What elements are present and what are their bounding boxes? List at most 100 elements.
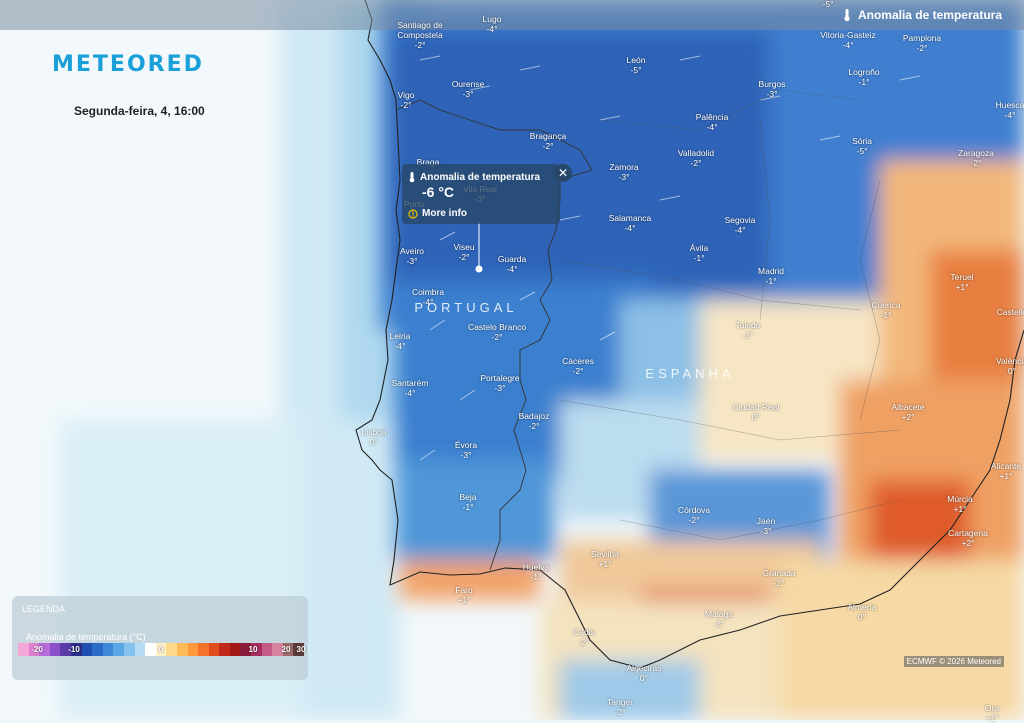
city-anomaly-value: -4° xyxy=(1004,110,1016,120)
city-label[interactable]: Santiago de Compostela -2° xyxy=(397,20,442,50)
city-label[interactable]: Leiria -4° xyxy=(390,331,411,351)
city-label[interactable]: Lisboa 0° xyxy=(361,427,386,447)
city-label[interactable]: Vigo -2° xyxy=(398,90,415,110)
city-label[interactable]: Múrcia +1° xyxy=(947,494,973,514)
city-name: Castelló xyxy=(996,307,1024,317)
city-label[interactable]: Salamanca -4° xyxy=(609,213,652,233)
city-label[interactable]: Portalegre -3° xyxy=(480,373,519,393)
city-label[interactable]: Cartagena +2° xyxy=(948,528,988,548)
city-label[interactable]: Cádis -2° xyxy=(573,627,595,647)
city-label[interactable]: València0° xyxy=(996,356,1024,376)
city-label[interactable]: Sória -5° xyxy=(852,136,872,156)
city-label[interactable]: Sevilha +1° xyxy=(591,549,619,569)
city-name: Cáceres xyxy=(562,356,594,366)
city-label[interactable]: Córdova -2° xyxy=(678,505,710,525)
city-name: Beja xyxy=(459,492,477,502)
city-label[interactable]: Almería 0° xyxy=(847,602,876,622)
city-label[interactable]: Toledo -1° xyxy=(735,320,760,340)
city-anomaly-value: -2° xyxy=(578,637,590,647)
thermometer-icon xyxy=(409,172,415,183)
city-label[interactable]: Braga xyxy=(417,157,440,167)
city-anomaly-value: -1° xyxy=(765,276,777,286)
city-name: Braga xyxy=(416,157,440,167)
city-label[interactable]: Málaga -3° xyxy=(705,609,733,629)
city-label[interactable]: Teruel +1° xyxy=(950,272,973,292)
city-label[interactable]: Lugo -4° xyxy=(483,14,502,34)
layer-title[interactable]: Anomalia de temperatura xyxy=(842,8,1002,22)
city-label[interactable]: Castelo Branco -2° xyxy=(468,322,526,342)
city-label[interactable]: Faro +1° xyxy=(455,585,472,605)
city-name: Évora xyxy=(454,440,478,450)
city-label[interactable]: Évora -3° xyxy=(455,440,477,460)
city-label[interactable]: Alicante +1° xyxy=(991,461,1021,481)
city-label[interactable]: Huesca -4° xyxy=(996,100,1024,120)
city-label[interactable]: Zamora -3° xyxy=(609,162,638,182)
city-anomaly-value: -3° xyxy=(406,256,418,266)
city-label[interactable]: Vitoria-Gasteiz -4° xyxy=(820,30,876,50)
city-name: Albacete xyxy=(891,402,925,412)
close-icon[interactable]: ✕ xyxy=(554,164,572,182)
city-label[interactable]: Madrid -1° xyxy=(758,266,784,286)
city-label[interactable]: Logroño -1° xyxy=(848,67,879,87)
city-label[interactable]: Jaén -3° xyxy=(757,516,775,536)
city-name: Zamora xyxy=(609,162,639,172)
city-anomaly-value: -2° xyxy=(458,252,470,262)
city-anomaly-value: -3° xyxy=(460,450,472,460)
popup-pointer xyxy=(475,222,483,273)
city-anomaly-value: -2° xyxy=(773,578,785,588)
city-label[interactable]: Ávila -1° xyxy=(690,243,708,263)
city-label[interactable]: Viseu -2° xyxy=(453,242,474,262)
city-label[interactable]: Albacete +2° xyxy=(891,402,924,422)
city-label[interactable]: Burgos -3° xyxy=(759,79,786,99)
city-label[interactable]: Algeciras 0° xyxy=(627,663,662,683)
legend-title: LEGENDA xyxy=(22,604,66,614)
city-label[interactable]: Segovia -4° xyxy=(725,215,756,235)
city-label[interactable]: Valladolid -2° xyxy=(678,148,714,168)
city-label[interactable]: Tanger -2° xyxy=(607,697,633,717)
city-label[interactable]: Coimbra -4° xyxy=(412,287,444,307)
city-label[interactable]: Aveiro -3° xyxy=(400,246,424,266)
city-label[interactable]: León -5° xyxy=(627,55,646,75)
country-label-portugal: PORTUGAL xyxy=(414,300,518,315)
city-label[interactable]: Palência -4° xyxy=(696,112,729,132)
city-anomaly-value: -2° xyxy=(491,332,503,342)
city-label[interactable]: Cáceres -2° xyxy=(562,356,594,376)
city-label[interactable]: Huelva -1° xyxy=(523,562,549,582)
more-info-link[interactable]: More info xyxy=(408,208,467,219)
city-name: Santarém xyxy=(391,378,429,388)
city-name: Burgos xyxy=(758,79,786,89)
city-name: Compostela xyxy=(397,30,443,40)
city-label[interactable]: Ciudad Real 0° xyxy=(733,402,780,422)
city-label[interactable]: Pamplona -2° xyxy=(903,33,941,53)
city-anomaly-value: -4° xyxy=(486,24,498,34)
city-label[interactable]: Badajoz -2° xyxy=(519,411,550,431)
legend-subtitle: Anomalia de temperatura (°C) xyxy=(26,632,146,642)
city-name: Salamanca xyxy=(608,213,652,223)
city-name: Cuenca xyxy=(871,300,901,310)
legend-ticks: -20 -10 0 10 20 30 xyxy=(18,643,305,656)
city-label[interactable]: Cuenca -1° xyxy=(871,300,900,320)
city-label[interactable]: Ora +1° xyxy=(985,703,999,723)
city-name: Tanger xyxy=(607,697,633,707)
city-anomaly-value: -4° xyxy=(706,122,718,132)
city-label[interactable]: -5° xyxy=(823,0,834,9)
city-anomaly-value: -1° xyxy=(693,253,705,263)
city-anomaly-value: +2° xyxy=(901,412,915,422)
city-label[interactable]: Guarda -4° xyxy=(498,254,526,274)
city-label[interactable]: Zaragoza -2° xyxy=(958,148,994,168)
meteored-logo[interactable]: METEORED xyxy=(52,52,204,77)
city-anomaly-value: +1° xyxy=(598,559,612,569)
city-label[interactable]: Santarém -4° xyxy=(392,378,429,398)
city-label[interactable]: Granada -2° xyxy=(762,568,795,588)
city-name: Lugo xyxy=(482,14,502,24)
city-name: Huelva xyxy=(522,562,550,572)
city-anomaly-value: +1° xyxy=(985,713,999,723)
city-anomaly-value: 0° xyxy=(639,673,649,683)
city-name: Palência xyxy=(695,112,729,122)
city-label[interactable]: Ourense -3° xyxy=(452,79,485,99)
city-label[interactable]: Beja -1° xyxy=(459,492,476,512)
city-name: Coimbra xyxy=(411,287,445,297)
city-label[interactable]: Bragança -2° xyxy=(530,131,566,151)
city-label[interactable]: Castelló xyxy=(997,307,1024,317)
legend-color-bar xyxy=(18,643,305,656)
